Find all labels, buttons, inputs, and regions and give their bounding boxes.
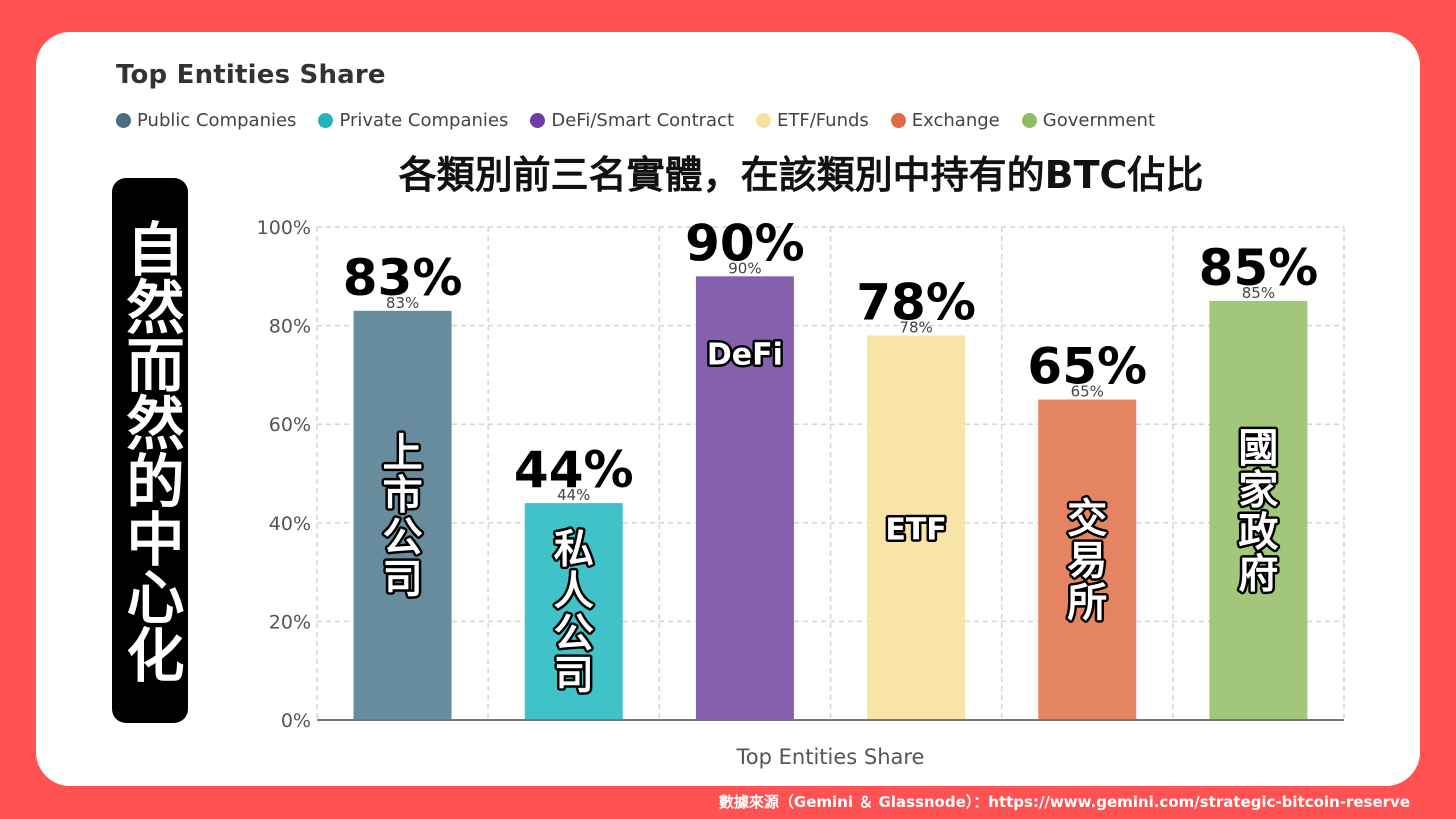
legend-item-exchange[interactable]: Exchange bbox=[890, 110, 1000, 131]
bar-value-label: 85% bbox=[1242, 284, 1275, 302]
legend-dot-icon bbox=[1021, 113, 1037, 128]
y-tick-label: 20% bbox=[269, 611, 311, 633]
bar-value-big-label: 65% bbox=[1027, 338, 1147, 396]
bar-category-label: 交易所 bbox=[1067, 496, 1107, 626]
bar-value-big-label: 44% bbox=[514, 441, 634, 499]
bar-category-label: 私人公司 bbox=[554, 527, 594, 699]
source-footer: 數據來源（Gemini ＆ Glassnode）：https://www.gem… bbox=[718, 793, 1410, 811]
y-axis-ticks: 0% 20% 40% 60% 80% 100% bbox=[257, 217, 311, 732]
legend-label: Exchange bbox=[911, 110, 1000, 131]
legend-label: Government bbox=[1042, 110, 1156, 131]
legend-item-public-companies[interactable]: Public Companies bbox=[116, 110, 296, 131]
bar[interactable] bbox=[695, 276, 794, 720]
legend-label: Public Companies bbox=[137, 110, 297, 131]
bar-category-label: DeFi bbox=[707, 337, 783, 372]
x-axis-label: Top Entities Share bbox=[736, 745, 925, 769]
legend-label: ETF/Funds bbox=[777, 110, 869, 131]
legend-dot-icon bbox=[116, 113, 131, 128]
bar[interactable] bbox=[1209, 300, 1308, 720]
chart-card: Top Entities Share Public Companies Priv… bbox=[36, 32, 1420, 786]
bar-value-big-label: 83% bbox=[343, 249, 463, 307]
bar-category-label: 上市公司 bbox=[383, 430, 423, 602]
y-tick-label: 40% bbox=[269, 513, 311, 535]
bar[interactable] bbox=[867, 335, 966, 720]
bar-category-label: ETF bbox=[885, 513, 946, 548]
bar-value-big-label: 90% bbox=[685, 214, 805, 272]
y-tick-label: 0% bbox=[281, 710, 311, 732]
legend-dot-icon bbox=[318, 113, 334, 128]
legend-dot-icon bbox=[756, 113, 772, 128]
bar-value-big-label: 78% bbox=[856, 273, 976, 331]
legend-item-defi[interactable]: DeFi/Smart Contract bbox=[530, 110, 734, 131]
bar[interactable] bbox=[1038, 399, 1137, 720]
y-tick-label: 60% bbox=[269, 414, 311, 436]
legend-label: DeFi/Smart Contract bbox=[551, 110, 735, 131]
bar-value-label: 44% bbox=[557, 486, 590, 504]
legend-dot-icon bbox=[890, 113, 906, 128]
side-banner-text: 自然而然的中心化 bbox=[116, 218, 185, 683]
bars bbox=[353, 276, 1308, 720]
y-tick-label: 100% bbox=[257, 217, 311, 239]
legend-item-etf-funds[interactable]: ETF/Funds bbox=[756, 110, 869, 131]
legend: Public Companies Private Companies DeFi/… bbox=[116, 110, 1155, 131]
card-title: Top Entities Share bbox=[116, 60, 386, 90]
bar-category-label: 國家政府 bbox=[1238, 425, 1278, 597]
gridlines bbox=[316, 226, 1345, 720]
legend-dot-icon bbox=[530, 113, 546, 128]
bar[interactable] bbox=[524, 503, 623, 720]
legend-label: Private Companies bbox=[339, 110, 509, 131]
legend-item-government[interactable]: Government bbox=[1021, 110, 1156, 131]
bar[interactable] bbox=[353, 310, 452, 720]
bar-chart: 0% 20% 40% 60% 80% 100% 83%83% 上市公司 44%44% 私人公司 9… bbox=[257, 214, 1345, 769]
legend-item-private-companies[interactable]: Private Companies bbox=[318, 110, 508, 131]
y-tick-label: 80% bbox=[269, 316, 311, 338]
bar-labels: 83%83% 上市公司 44%44% 私人公司 90%90% DeFi 78%78% ETF 6… bbox=[343, 214, 1319, 701]
bar-value-label: 90% bbox=[728, 259, 761, 277]
side-banner: 自然而然的中心化 bbox=[112, 178, 188, 723]
bar-value-label: 78% bbox=[899, 318, 932, 336]
chart-headline: 各類別前三名實體，在該類別中持有的BTC佔比 bbox=[398, 153, 1204, 197]
bar-value-label: 65% bbox=[1071, 383, 1104, 401]
bar-value-big-label: 85% bbox=[1199, 239, 1319, 297]
bar-value-label: 83% bbox=[386, 294, 419, 312]
